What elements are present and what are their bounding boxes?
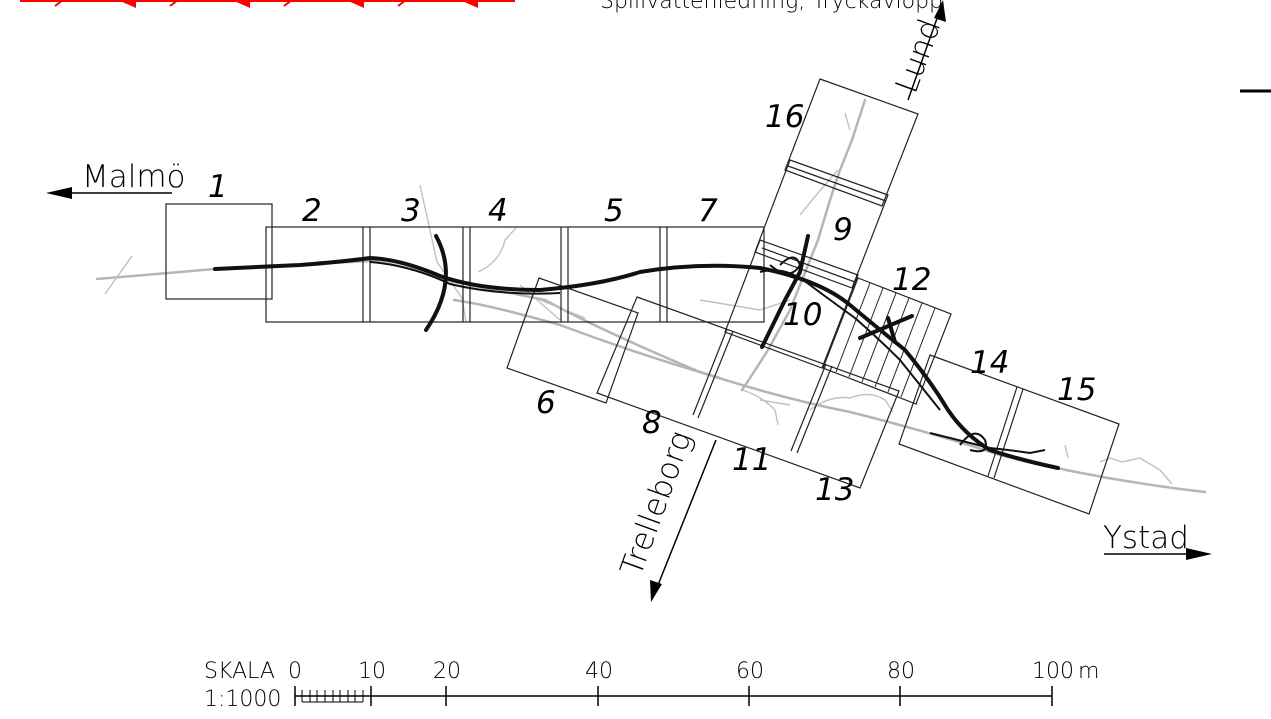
scale-tick-label: 20	[433, 659, 461, 684]
sheet-number: 9	[833, 212, 853, 248]
sheet-number: 3	[401, 193, 421, 229]
sheet-number: 5	[604, 193, 624, 229]
sheet-number: 7	[698, 193, 718, 229]
legend-label: Spillvattenledning, Tryckavlopp	[600, 0, 943, 14]
sheet-number: 12	[892, 262, 931, 298]
destination-label: Malmö	[82, 159, 186, 195]
arrow-down-icon	[650, 580, 662, 602]
scale-unit: m	[1078, 659, 1099, 684]
sheet-12-frame	[822, 277, 952, 405]
sheet-number: 13	[815, 472, 854, 508]
sheet-number: 6	[536, 385, 556, 421]
sheet-number: 16	[765, 99, 804, 135]
scale-label: SKALA	[204, 659, 275, 684]
scale-bar: SKALA 1:1000 0 10 20 40 60 80 100 m	[204, 659, 1099, 712]
destination-label: Lund	[889, 14, 949, 97]
scale-tick-label: 60	[736, 659, 764, 684]
scale-tick-label: 10	[358, 659, 386, 684]
sheet-14to15-frame	[898, 354, 1120, 515]
sheet-2to7-frame	[265, 226, 765, 323]
scale-ratio: 1:1000	[204, 687, 281, 712]
scale-tick-label: 100	[1032, 659, 1074, 684]
sheet-number: 14	[970, 345, 1009, 381]
sheet-6-frame	[506, 277, 639, 404]
direction-ystad: Ystad	[1103, 520, 1212, 560]
sheet-10-frame	[724, 239, 859, 369]
direction-trelleborg: Trelleborg	[614, 426, 717, 602]
destination-label: Ystad	[1103, 520, 1189, 556]
sheet-number: 8	[642, 405, 662, 441]
sheet-frames	[165, 78, 1120, 515]
sheet-1-frame	[165, 203, 273, 300]
sheet-number: 10	[783, 297, 822, 333]
sheet-number: 4	[488, 193, 508, 229]
arrow-left-icon	[46, 187, 72, 199]
sheet-number: 2	[302, 193, 322, 229]
sheet-9-frame	[754, 159, 889, 289]
sheet-8to13-frame	[596, 296, 900, 489]
scale-tick-label: 0	[288, 659, 302, 684]
sheet-number: 15	[1057, 372, 1096, 408]
direction-lund: Lund	[889, 0, 949, 101]
legend-red-line	[20, 0, 515, 8]
direction-malmo: Malmö	[46, 159, 186, 199]
arrow-up-icon	[934, 0, 946, 22]
scale-tick-label: 40	[585, 659, 613, 684]
planned-roads	[213, 234, 1060, 470]
destination-label: Trelleborg	[614, 426, 700, 580]
arrow-right-icon	[1186, 548, 1212, 560]
sheet-16-frame	[784, 78, 919, 207]
sheet-number: 1	[208, 169, 228, 205]
sheet-number: 11	[732, 442, 771, 478]
scale-tick-label: 80	[887, 659, 915, 684]
sheet-numbers: 1 2 3 4 5 6 7 8 9 10 11 12 13 14 15 16	[208, 99, 1096, 508]
